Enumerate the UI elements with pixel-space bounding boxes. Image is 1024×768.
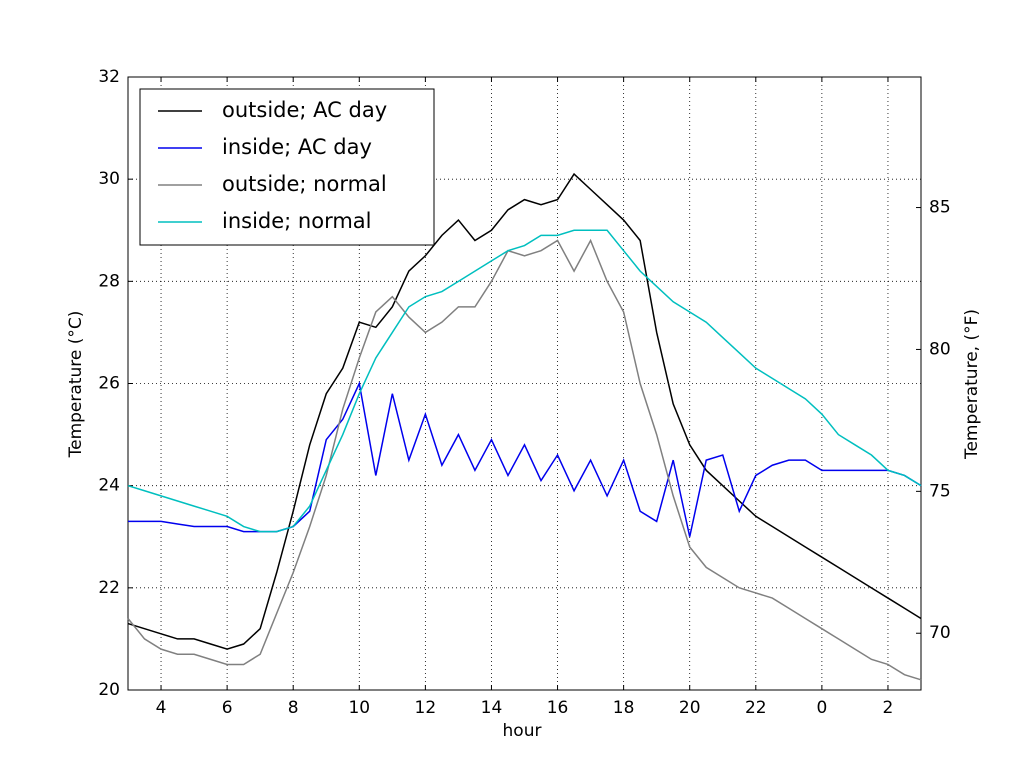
y-axis-label: Temperature (°C) (66, 311, 86, 459)
y-tick-label: 30 (98, 169, 120, 189)
x-tick-label: 0 (816, 698, 827, 718)
x-tick-label: 10 (348, 698, 370, 718)
legend-label: outside; normal (222, 172, 387, 196)
x-tick-label: 8 (288, 698, 299, 718)
legend-label: inside; AC day (222, 135, 372, 159)
y2-tick-label: 80 (929, 339, 951, 359)
x-tick-label: 12 (415, 698, 437, 718)
x-tick-label: 2 (883, 698, 894, 718)
x-tick-label: 20 (679, 698, 701, 718)
line-series (127, 172, 922, 650)
y-tick-label: 22 (98, 578, 120, 598)
y-tick-label: 20 (98, 680, 120, 700)
x-tick-label: 6 (222, 698, 233, 718)
x-tick-label: 16 (547, 698, 569, 718)
x-tick-label: 14 (481, 698, 503, 718)
line-series (128, 381, 922, 537)
y2-tick-label: 70 (929, 623, 951, 643)
x-tick-label: 18 (613, 698, 635, 718)
x-axis-label: hour (503, 721, 542, 741)
x-tick-label: 22 (745, 698, 767, 718)
y-tick-label: 32 (98, 67, 120, 87)
legend-label: outside; AC day (222, 98, 387, 122)
y-tick-label: 28 (98, 271, 120, 291)
y-tick-label: 24 (98, 476, 120, 496)
line-series (127, 238, 922, 681)
y-tick-label: 26 (98, 374, 120, 394)
y2-tick-label: 75 (929, 481, 951, 501)
line-series (127, 229, 922, 533)
legend-label: inside; normal (222, 209, 372, 233)
y2-tick-label: 85 (929, 198, 951, 218)
legend-box (139, 88, 435, 246)
x-tick-label: 4 (156, 698, 167, 718)
y2-axis-label: Temperature, (°F) (962, 309, 982, 460)
